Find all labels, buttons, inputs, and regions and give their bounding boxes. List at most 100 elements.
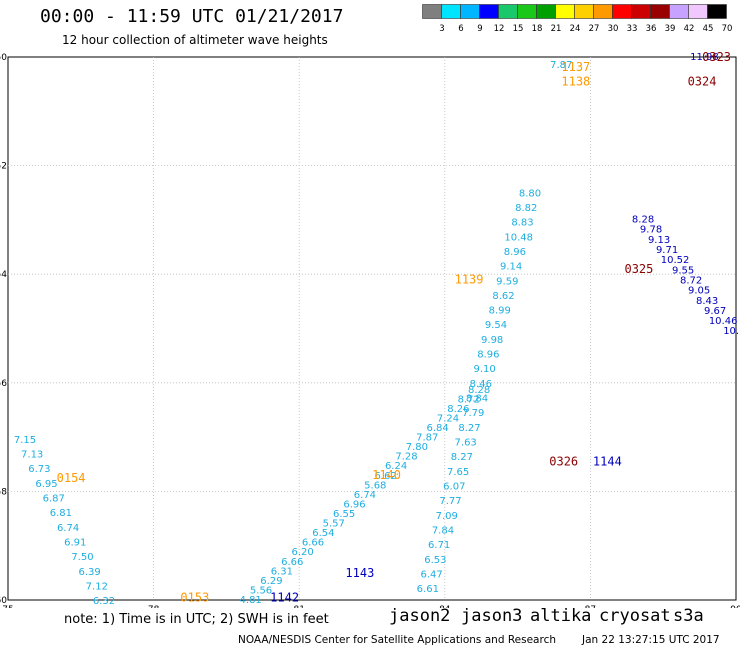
wave-height-label: 11.98 (690, 52, 719, 63)
wave-height-label: 8.26 (447, 404, 469, 415)
wave-height-label: 6.66 (302, 538, 324, 549)
scale-label: 18 (532, 24, 543, 34)
satellite-legend-jason3: jason3 (461, 606, 523, 626)
wave-height-label: 6.29 (260, 576, 282, 587)
wave-height-label: 7.12 (86, 581, 108, 592)
scale-label: 33 (627, 24, 638, 34)
wave-height-label: 6.20 (291, 547, 313, 558)
scale-label: 36 (646, 24, 657, 34)
wave-height-label: 10.48 (504, 232, 533, 243)
wave-height-label: 7.63 (455, 438, 477, 449)
wave-height-label: 8.96 (477, 350, 499, 361)
map-frame (7, 56, 737, 601)
wave-height-label: 6.73 (28, 464, 50, 475)
lat-tick-label: -60 (0, 596, 7, 606)
wave-height-label: 9.59 (496, 276, 518, 287)
wave-height-label: 6.71 (428, 540, 450, 551)
wave-height-label: 8.72 (680, 275, 702, 286)
wave-height-label: 8.43 (696, 296, 718, 307)
wave-height-label: 6.62 (375, 471, 397, 482)
pass-time-label: 0323 (702, 50, 731, 64)
wave-height-label: 6.47 (420, 569, 442, 580)
wave-height-label: 8.82 (515, 203, 537, 214)
wave-height-label: 8.62 (492, 291, 514, 302)
satellite-legend-cryosat: cryosat (599, 606, 671, 626)
wave-height-map: 75 78 81 84 87 90 -50 -52 -54 -56 -58 -60 7.15 7.13 6.… (0, 50, 740, 608)
wave-height-label: 8.46 (470, 379, 492, 390)
scale-label: 9 (477, 24, 482, 34)
lat-tick-label: -56 (0, 379, 7, 389)
wave-height-label: 6.39 (79, 567, 101, 578)
wave-height-label: 7.15 (14, 435, 36, 446)
scale-label: 27 (589, 24, 600, 34)
wave-height-label: 5.57 (323, 519, 345, 530)
wave-height-label: 9.10 (473, 364, 495, 375)
page-subtitle: 12 hour collection of altimeter wave hei… (62, 33, 328, 47)
wave-height-label: 6.24 (385, 461, 407, 472)
wave-height-label: 10.52 (661, 255, 690, 266)
wave-height-label: 6.96 (343, 499, 365, 510)
pass-time-label: 0325 (624, 262, 653, 276)
wave-height-label: 9.55 (672, 265, 694, 276)
pass-time-label: 1139 (455, 273, 484, 287)
scale-label: 15 (513, 24, 524, 34)
wave-height-label: 6.55 (333, 509, 355, 520)
wave-height-label: 8.96 (504, 247, 526, 258)
lat-tick-label: -54 (0, 270, 7, 280)
wave-height-label: 8.27 (451, 452, 473, 463)
wave-height-label: 6.54 (312, 528, 334, 539)
pass-time-label: 0153 (180, 590, 209, 604)
pass-time-label: 1143 (345, 566, 374, 580)
wave-height-label: 6.07 (443, 482, 465, 493)
pass-time-label: 1137 (561, 60, 590, 74)
wave-height-label: 8.27 (458, 423, 480, 434)
pass-time-label: 0326 (549, 455, 578, 469)
page-title: 00:00 - 11:59 UTC 01/21/2017 (40, 6, 344, 27)
scale-label: 30 (608, 24, 619, 34)
scale-label: 21 (551, 24, 562, 34)
scale-label: 70 (722, 24, 733, 34)
scale-swatch (707, 4, 727, 19)
pass-time-label: 0324 (688, 74, 717, 88)
lat-tick-label: -58 (0, 487, 7, 497)
lon-tick-label: 84 (439, 605, 451, 608)
wave-height-label: 9.54 (485, 320, 507, 331)
pass-time-label: 0154 (57, 471, 86, 485)
wave-height-label: 8.80 (519, 188, 541, 199)
pass-time-label: 1140 (372, 468, 401, 482)
wave-height-label: 6.53 (424, 555, 446, 566)
satellite-legend-altika: altika (530, 606, 592, 626)
pass-time-label: 1144 (593, 455, 622, 469)
wave-height-label: 9.13 (648, 235, 670, 246)
wave-height-label: 6.84 (426, 423, 448, 434)
wave-height-label: 6.81 (50, 508, 72, 519)
wave-height-label: 7.79 (462, 408, 484, 419)
satellite-legend-jason2: jason2 (389, 606, 451, 626)
wave-height-label: 9.71 (656, 245, 678, 256)
wave-height-label: 7.77 (439, 496, 461, 507)
wave-height-label: 5.68 (364, 480, 386, 491)
satellite-legend-s3a: s3a (673, 606, 704, 626)
wave-height-label: 9.78 (640, 225, 662, 236)
wave-height-label: 6.91 (64, 537, 86, 548)
wave-height-label: 4.81 (240, 595, 262, 606)
wave-height-label: 7.84 (432, 525, 454, 536)
scale-label: 45 (703, 24, 714, 34)
lon-tick-label: 75 (2, 605, 13, 608)
wave-height-label: 6.66 (281, 557, 303, 568)
wave-height-label: 8.84 (466, 394, 488, 405)
wave-height-label: 9.14 (500, 262, 522, 273)
wave-height-label: 6.95 (35, 479, 57, 490)
wave-height-label: 10.46 (709, 316, 738, 327)
wave-height-label: 9.67 (704, 306, 726, 317)
wave-height-label: 10. (723, 326, 739, 337)
wave-height-label: 8.72 (458, 394, 480, 405)
scale-label: 12 (494, 24, 505, 34)
lon-tick-label: 87 (585, 605, 596, 608)
wave-height-label: 7.24 (437, 413, 459, 424)
generation-timestamp: Jan 22 13:27:15 UTC 2017 (582, 634, 720, 646)
wave-height-label: 7.28 (395, 452, 417, 463)
wave-height-label: 6.74 (57, 523, 79, 534)
scale-label: 24 (570, 24, 581, 34)
